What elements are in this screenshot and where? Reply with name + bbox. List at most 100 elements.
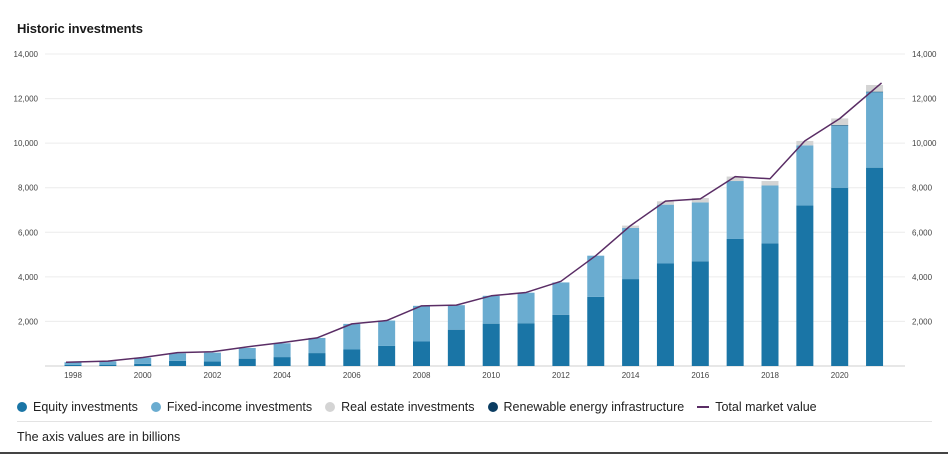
bar-segment: [726, 176, 744, 182]
x-tick-label: 2008: [413, 371, 431, 380]
bar-segment: [238, 358, 256, 366]
bar-segment: [343, 323, 361, 350]
grid-lines: [45, 53, 905, 367]
bar-segment: [866, 167, 884, 366]
x-tick-label: 2018: [761, 371, 779, 380]
y-tick-label: 4,000: [18, 273, 39, 282]
legend: Equity investments Fixed-income investme…: [17, 400, 830, 414]
bar-segment: [656, 263, 674, 366]
bar-segment: [169, 353, 187, 361]
bar-segment: [796, 205, 814, 366]
bar-segment: [273, 357, 291, 366]
legend-swatch: [150, 402, 161, 412]
y-tick-label: 14,000: [14, 50, 39, 59]
bar-segment: [761, 181, 779, 186]
y-tick-label: 10,000: [14, 139, 39, 148]
legend-label: Real estate investments: [341, 400, 475, 414]
bar-segment: [831, 125, 849, 126]
legend-swatch: [487, 402, 498, 412]
bar-segment: [134, 357, 152, 364]
y-tick-label: 6,000: [912, 228, 933, 237]
bar-segment: [761, 243, 779, 366]
bar-segment: [761, 185, 779, 244]
legend-label: Renewable energy infrastructure: [503, 400, 685, 414]
bar-segment: [831, 118, 849, 126]
x-tick-label: 2004: [273, 371, 291, 380]
legend-label: Total market value: [715, 400, 817, 414]
bar-segment: [866, 91, 884, 93]
bar-segment: [726, 181, 744, 239]
bar-segment: [99, 361, 117, 365]
y-tick-label: 2,000: [912, 317, 933, 326]
bar-segment: [482, 323, 500, 366]
bar-segment: [413, 341, 430, 366]
legend-item-equity[interactable]: Equity investments: [17, 400, 138, 414]
bar-segment: [831, 187, 849, 366]
bottom-border: [0, 452, 948, 454]
x-tick-label: 2006: [343, 371, 361, 380]
legend-label: Equity investments: [33, 400, 138, 414]
legend-swatch: [325, 402, 336, 412]
bar-segment: [622, 279, 640, 366]
bar-segment: [796, 145, 814, 206]
bar-segment: [273, 343, 291, 358]
bar-segment: [726, 238, 744, 366]
bar-segment: [587, 255, 605, 297]
legend-item-renewable[interactable]: Renewable energy infrastructure: [487, 400, 685, 414]
bar-segment: [831, 125, 849, 188]
x-tick-label: 1998: [64, 371, 82, 380]
bar-segment: [378, 345, 396, 366]
axis-note: The axis values are in billions: [17, 430, 181, 444]
x-axis: 1998 2000 2002 2004 2006 2008 2010 2012 2014 2016…: [64, 371, 849, 380]
bar-segment: [482, 295, 500, 324]
bar-segment: [308, 337, 326, 354]
bar-segment: [517, 323, 535, 366]
y-axis-right: 2,000 4,000 6,000 8,000 10,000 12,000 14,000: [912, 50, 937, 326]
bar-segment: [64, 364, 82, 366]
y-tick-label: 8,000: [18, 184, 39, 193]
bar-segment: [587, 296, 605, 366]
bar-segment: [203, 361, 221, 366]
y-axis-left: 2,000 4,000 6,000 8,000 10,000 12,000 14,000: [14, 50, 39, 326]
legend-item-real-estate[interactable]: Real estate investments: [325, 400, 475, 414]
legend-swatch: [697, 406, 710, 408]
bar-segment: [552, 314, 570, 366]
bar-segment: [517, 292, 535, 324]
bar-segment: [413, 305, 430, 342]
bar-segment: [691, 202, 709, 262]
bar-segment: [203, 352, 221, 362]
x-tick-label: 2000: [134, 371, 152, 380]
bar-segment: [64, 362, 82, 365]
bar-segment: [866, 91, 884, 168]
bar-segment: [691, 197, 709, 203]
bar-segment: [552, 282, 570, 315]
y-tick-label: 2,000: [18, 317, 39, 326]
bar-segment: [308, 353, 326, 366]
y-tick-label: 12,000: [912, 95, 937, 104]
y-tick-label: 6,000: [18, 228, 39, 237]
bar-segment: [378, 320, 396, 346]
x-tick-label: 2012: [552, 371, 570, 380]
bar-segment: [796, 140, 814, 146]
legend-item-fixed-income[interactable]: Fixed-income investments: [150, 400, 313, 414]
bar-segment: [622, 227, 640, 280]
bar-segment: [622, 225, 640, 228]
bar-segment: [447, 305, 465, 330]
x-tick-label: 2010: [482, 371, 500, 380]
legend-label: Fixed-income investments: [166, 400, 313, 414]
bar-segment: [691, 261, 709, 366]
y-tick-label: 10,000: [912, 139, 937, 148]
bar-segment: [656, 201, 674, 205]
x-tick-label: 2020: [831, 371, 849, 380]
bar-segment: [447, 329, 465, 366]
total-line: [65, 82, 883, 363]
bar-segment: [656, 204, 674, 264]
y-tick-label: 14,000: [912, 50, 937, 59]
bar-segment: [99, 364, 117, 366]
x-tick-label: 2014: [622, 371, 640, 380]
y-tick-label: 12,000: [14, 95, 39, 104]
legend-item-total-market-value[interactable]: Total market value: [697, 400, 817, 414]
bar-segment: [134, 363, 152, 366]
bar-segment: [343, 349, 361, 366]
x-tick-label: 2002: [204, 371, 222, 380]
